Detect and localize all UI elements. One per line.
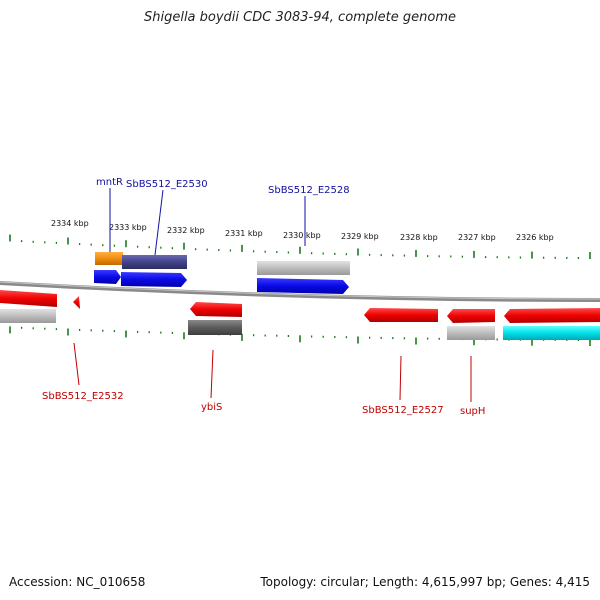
genome-backbone <box>0 281 600 302</box>
feature-red-arrow[interactable] <box>190 302 242 317</box>
feature-gray-gene[interactable] <box>257 261 350 275</box>
feature-blue-arrow[interactable] <box>121 272 187 287</box>
map-title: Shigella boydii CDC 3083-94, complete ge… <box>143 10 457 25</box>
feature-cyan-gene[interactable] <box>503 326 600 340</box>
feature-red-arrow[interactable] <box>0 290 57 307</box>
tick-label: 2330 kbp <box>283 231 321 240</box>
outer-tick-ring <box>9 234 591 259</box>
gene-label-sbbs512-e2530[interactable]: SbBS512_E2530 <box>126 179 208 190</box>
feature-blue-arrow[interactable] <box>257 278 349 294</box>
tick-label: 2329 kbp <box>341 232 379 241</box>
feature-gray-gene[interactable] <box>447 326 495 340</box>
gene-label-suph[interactable]: supH <box>460 406 485 417</box>
leader-line <box>399 355 402 401</box>
gene-label-ybis[interactable]: ybiS <box>201 402 222 413</box>
gene-label-mntr[interactable]: mntR <box>96 177 123 188</box>
accession-text: Accession: NC_010658 <box>9 575 146 589</box>
gene-label-sbbs512-e2527[interactable]: SbBS512_E2527 <box>362 405 444 416</box>
feature-red-arrow[interactable] <box>73 296 80 309</box>
tick-label: 2328 kbp <box>400 233 438 242</box>
tick-label: 2332 kbp <box>167 226 205 235</box>
leader-line <box>154 189 164 256</box>
genome-backbone-highlight <box>0 281 600 300</box>
topology-summary: Topology: circular; Length: 4,615,997 bp… <box>260 575 590 589</box>
feature-red-arrow[interactable] <box>504 308 600 323</box>
leader-line <box>73 342 80 386</box>
tick-label: 2331 kbp <box>225 229 263 238</box>
tick-label: 2326 kbp <box>516 233 554 242</box>
feature-gray-gene[interactable] <box>0 309 56 323</box>
feature-red-arrow[interactable] <box>447 309 495 323</box>
gene-label-sbbs512-e2528[interactable]: SbBS512_E2528 <box>268 185 350 196</box>
tick-label: 2333 kbp <box>109 223 147 232</box>
feature-blue-arrow[interactable] <box>94 270 121 284</box>
feature-navy-gene[interactable] <box>122 255 187 269</box>
feature-dark-gene[interactable] <box>188 320 242 335</box>
feature-red-arrow[interactable] <box>364 308 438 322</box>
feature-orange-gene[interactable] <box>95 252 123 265</box>
tick-label: 2327 kbp <box>458 233 496 242</box>
tick-label: 2334 kbp <box>51 219 89 228</box>
leader-line <box>210 349 214 399</box>
gene-label-sbbs512-e2532[interactable]: SbBS512_E2532 <box>42 391 124 402</box>
